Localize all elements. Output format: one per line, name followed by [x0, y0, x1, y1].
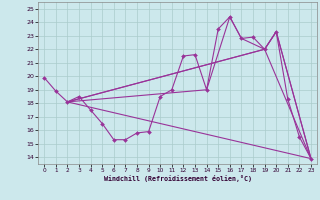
- X-axis label: Windchill (Refroidissement éolien,°C): Windchill (Refroidissement éolien,°C): [104, 175, 252, 182]
